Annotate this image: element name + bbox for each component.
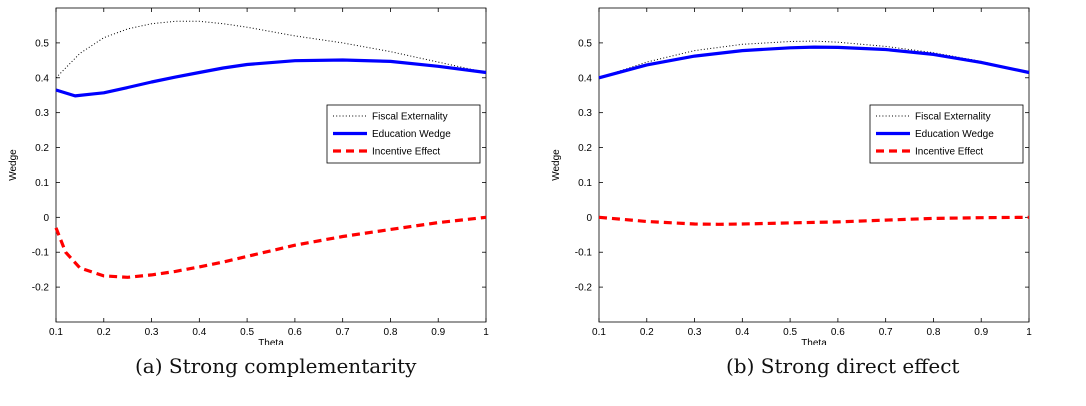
y-tick-label: -0.2 [32, 283, 50, 294]
x-tick-label: 0.1 [49, 327, 63, 338]
y-tick-label: 0.1 [35, 178, 49, 189]
y-tick-label: 0 [586, 213, 592, 224]
legend-label: Incentive Effect [372, 147, 440, 158]
y-axis-label: Wedge [551, 149, 562, 181]
legend: Fiscal Externality Education Wedge Incenti… [869, 104, 1024, 164]
y-tick-label: 0.4 [35, 73, 49, 84]
chart-b-plot: 0.1 0.2 0.3 0.4 0.5 0.6 0.7 0.8 0.9 1 -0.2 -0.1 0 0.1… [551, 7, 1032, 345]
series-line-incentive-effect [598, 215, 1030, 226]
y-tick-label: 0.1 [578, 178, 592, 189]
x-tick-label: 0.2 [97, 327, 111, 338]
x-tick-label: 0.6 [831, 327, 845, 338]
plot-frame [55, 7, 487, 323]
x-tick-label: 1 [1026, 327, 1032, 338]
y-tick-label: 0.2 [578, 143, 592, 154]
chart-b: 0.1 0.2 0.3 0.4 0.5 0.6 0.7 0.8 0.9 1 -0.2 -0.1 0 0.1… [551, 7, 1032, 345]
x-tick-label: 0.9 [974, 327, 988, 338]
y-tick-label: -0.2 [575, 283, 593, 294]
x-axis-label: Theta [258, 338, 284, 345]
y-tick-label: 0.5 [35, 38, 49, 49]
y-tick-label: 0 [43, 213, 49, 224]
chart-a-plot: 0.1 0.2 0.3 0.4 0.5 0.6 0.7 0.8 0.9 1 -0.2 -0.1 0 0.1… [8, 7, 489, 345]
x-tick-label: 1 [483, 327, 489, 338]
series-line-education-wedge [55, 58, 487, 98]
plot-frame [598, 7, 1030, 323]
x-tick-label: 0.6 [288, 327, 302, 338]
x-tick-label: 0.1 [592, 327, 606, 338]
x-tick-label: 0.4 [735, 327, 749, 338]
y-tick-label: 0.3 [578, 108, 592, 119]
x-tick-label: 0.8 [926, 327, 940, 338]
caption-b: (b) Strong direct effect [726, 354, 960, 378]
y-tick-label: 0.5 [578, 38, 592, 49]
series-line-incentive-effect [54, 215, 487, 279]
y-axis-label: Wedge [8, 149, 19, 181]
x-tick-label: 0.7 [336, 327, 350, 338]
y-tick-label: -0.1 [575, 248, 593, 259]
legend-label: Education Wedge [372, 129, 451, 140]
y-tick-label: 0.2 [35, 143, 49, 154]
x-tick-label: 0.3 [145, 327, 159, 338]
x-tick-label: 0.9 [431, 327, 445, 338]
series-line-fiscal-externality [55, 20, 487, 79]
y-tick-label: -0.1 [32, 248, 50, 259]
x-tick-label: 0.3 [688, 327, 702, 338]
legend-label: Incentive Effect [915, 147, 983, 158]
legend: Fiscal Externality Education Wedge Incenti… [326, 104, 481, 164]
x-tick-label: 0.8 [383, 327, 397, 338]
y-tick-label: 0.3 [35, 108, 49, 119]
y-tick-label: 0.4 [578, 73, 592, 84]
x-tick-label: 0.7 [879, 327, 893, 338]
legend-label: Education Wedge [915, 129, 994, 140]
series-line-education-wedge [598, 45, 1030, 80]
x-axis-label: Theta [801, 338, 827, 345]
x-tick-label: 0.2 [640, 327, 654, 338]
chart-a: 0.1 0.2 0.3 0.4 0.5 0.6 0.7 0.8 0.9 1 -0.2 -0.1 0 0.1… [8, 7, 489, 345]
x-tick-label: 0.5 [240, 327, 254, 338]
x-tick-label: 0.4 [192, 327, 206, 338]
legend-label: Fiscal Externality [915, 112, 991, 123]
caption-a: (a) Strong complementarity [135, 354, 417, 378]
x-tick-label: 0.5 [783, 327, 797, 338]
legend-label: Fiscal Externality [372, 112, 448, 123]
